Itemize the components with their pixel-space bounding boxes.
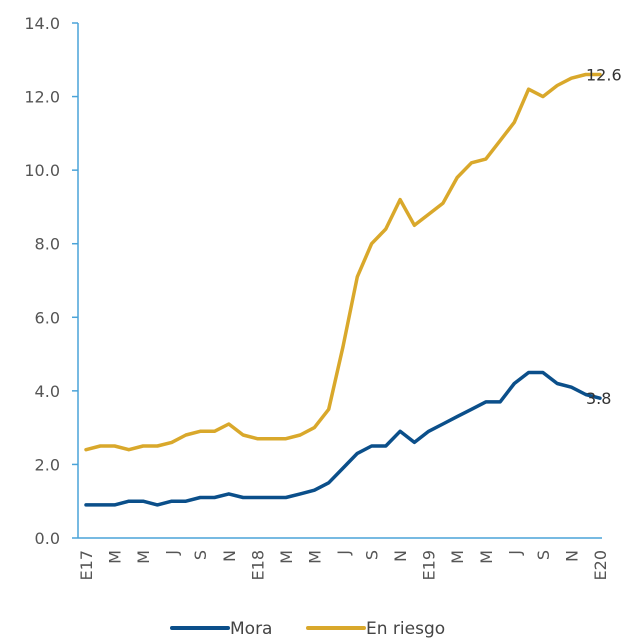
y-tick-label: 0.0 xyxy=(35,529,60,548)
x-tick-label: N xyxy=(391,550,410,562)
x-tick-label: N xyxy=(562,550,581,562)
legend-label: Mora xyxy=(230,619,272,639)
x-tick-label: J xyxy=(163,550,182,556)
series-line-mora xyxy=(84,370,602,507)
x-tick-label: S xyxy=(191,550,210,560)
x-tick-label: J xyxy=(334,550,353,556)
series-end-label: 3.8 xyxy=(586,389,611,408)
x-tick-label: E20 xyxy=(591,550,610,580)
x-tick-label: J xyxy=(505,550,524,556)
x-tick-label: N xyxy=(220,550,239,562)
series-line-en-riesgo xyxy=(84,72,602,452)
x-tick-label: M xyxy=(106,550,125,564)
x-tick-label: M xyxy=(448,550,467,564)
x-tick-label: M xyxy=(305,550,324,564)
y-tick-label: 2.0 xyxy=(35,455,60,474)
legend: Mora En riesgo xyxy=(170,619,445,639)
y-tick-label: 8.0 xyxy=(35,235,60,254)
x-tick-label: M xyxy=(477,550,496,564)
y-tick-label: 12.0 xyxy=(24,88,60,107)
y-tick-label: 4.0 xyxy=(35,382,60,401)
x-tick-label: E19 xyxy=(420,550,439,580)
series-end-label: 12.6 xyxy=(586,66,622,85)
x-tick-label: M xyxy=(134,550,153,564)
x-tick-label: M xyxy=(277,550,296,564)
legend-label: En riesgo xyxy=(366,619,445,639)
y-tick-label: 14.0 xyxy=(24,14,60,33)
x-tick-label: S xyxy=(534,550,553,560)
y-tick-label: 6.0 xyxy=(35,308,60,327)
y-ticks: 0.0 2.0 4.0 6.0 8.0 10.0 12.0 14.0 xyxy=(24,14,78,548)
x-tick-label: S xyxy=(363,550,382,560)
x-tick-label: E18 xyxy=(248,550,267,580)
x-tick-label: E17 xyxy=(77,550,96,580)
x-ticks: E17 M M J S N E18 M M J S N E19 M M J S N E20 xyxy=(77,550,610,580)
y-tick-label: 10.0 xyxy=(24,161,60,180)
end-labels: 3.8 12.6 xyxy=(586,66,622,409)
series-lines xyxy=(84,72,602,507)
